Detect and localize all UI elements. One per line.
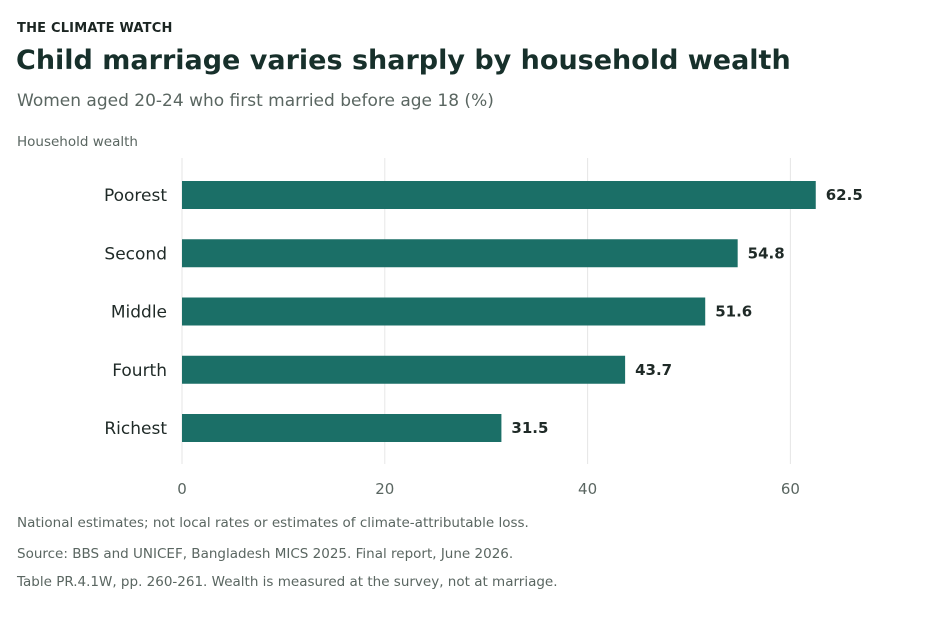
x-tick-label: 0 xyxy=(177,480,187,498)
category-label: Middle xyxy=(111,303,167,323)
labels: 0 20 40 60 Poorest 62.5 Second 54.8 Middle 51.6 Fo… xyxy=(104,186,863,498)
bars xyxy=(182,181,816,442)
footnote: National estimates; not local rates or e… xyxy=(17,515,529,531)
value-label: 31.5 xyxy=(511,419,548,437)
x-tick-label: 40 xyxy=(578,480,597,498)
bar-richest xyxy=(182,414,502,442)
bar-chart: 0 20 40 60 Poorest 62.5 Second 54.8 Middle 51.6 Fo… xyxy=(104,158,863,498)
publication-kicker: THE CLIMATE WATCH xyxy=(17,21,173,36)
x-tick-label: 20 xyxy=(375,480,394,498)
value-label: 54.8 xyxy=(748,244,785,262)
value-label: 51.6 xyxy=(715,303,752,321)
category-label: Richest xyxy=(104,419,167,439)
bar-second xyxy=(182,239,738,268)
chart-title: Child marriage varies sharply by househo… xyxy=(16,45,791,76)
bar-middle xyxy=(182,297,706,326)
category-label: Fourth xyxy=(112,361,167,381)
bar-fourth xyxy=(182,355,626,384)
source-note: Source: BBS and UNICEF, Bangladesh MICS … xyxy=(17,546,514,562)
category-label: Second xyxy=(104,244,167,264)
x-tick-label: 60 xyxy=(781,480,800,498)
table-note: Table PR.4.1W, pp. 260-261. Wealth is me… xyxy=(17,574,558,590)
y-axis-caption: Household wealth xyxy=(17,134,138,150)
chart-subtitle: Women aged 20-24 who first married befor… xyxy=(17,91,494,111)
bar-poorest xyxy=(182,181,816,209)
value-label: 62.5 xyxy=(826,186,863,204)
category-label: Poorest xyxy=(104,186,167,206)
value-label: 43.7 xyxy=(635,361,672,379)
